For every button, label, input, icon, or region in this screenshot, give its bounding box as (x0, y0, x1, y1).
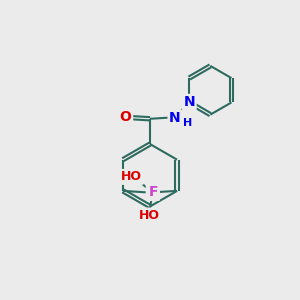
Text: HO: HO (139, 209, 160, 222)
Text: O: O (120, 110, 132, 124)
Text: HO: HO (121, 170, 142, 183)
Text: F: F (149, 185, 158, 200)
Text: N: N (183, 95, 195, 110)
Text: B: B (147, 185, 158, 200)
Text: N: N (169, 111, 181, 125)
Text: H: H (183, 118, 192, 128)
